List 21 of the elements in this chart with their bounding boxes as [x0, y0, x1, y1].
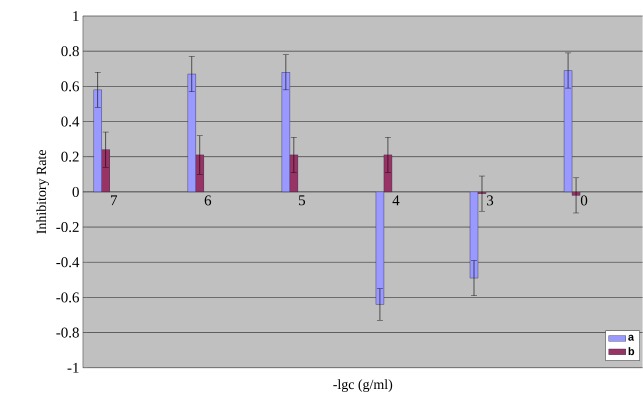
x-tick-label: 7 [111, 196, 118, 206]
y-tick-label: -1 [68, 362, 79, 373]
y-axis-title: Inhibitory Rate [36, 150, 49, 234]
x-tick-label: 5 [299, 196, 306, 206]
x-tick-label: 4 [392, 196, 400, 206]
x-axis-title: -lgc (g/ml) [333, 379, 392, 392]
y-tick-label: -0.8 [56, 328, 79, 338]
y-tick-label: 0.8 [61, 46, 79, 56]
y-tick-label: -0.4 [56, 257, 80, 268]
x-tick-label: 0 [580, 196, 588, 206]
x-tick-label: 6 [204, 196, 212, 206]
y-tick-label: -0.2 [56, 222, 79, 232]
y-tick-label: 0 [72, 186, 79, 198]
x-tick-label: 3 [486, 196, 494, 206]
y-tick-label: 1 [73, 11, 79, 22]
y-tick-label: 0.2 [61, 152, 79, 162]
y-tick-label: -0.6 [56, 292, 79, 303]
legend-label: b [628, 347, 634, 356]
legend-label: a [628, 334, 634, 341]
y-tick-label: 0.4 [61, 116, 80, 127]
y-tick-label: 0.6 [61, 81, 79, 92]
